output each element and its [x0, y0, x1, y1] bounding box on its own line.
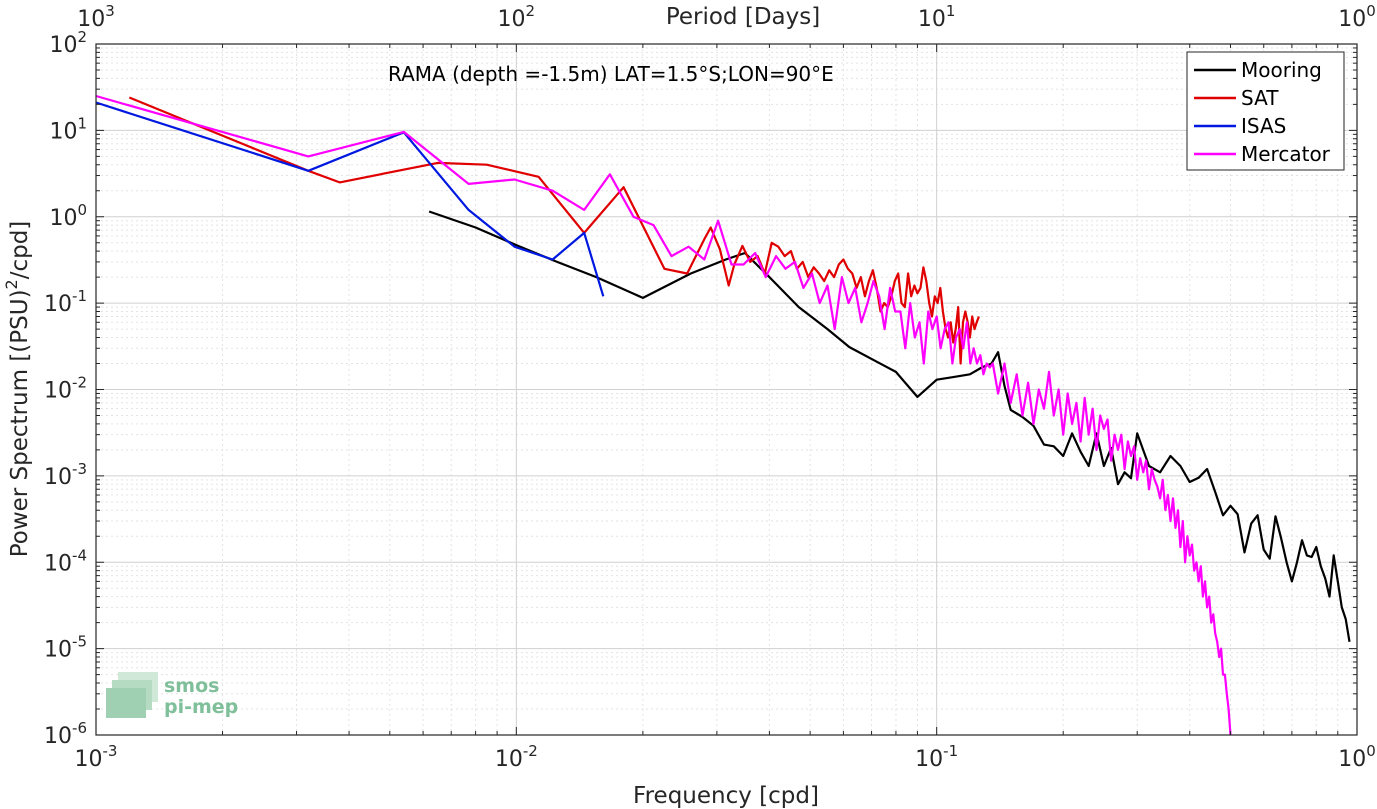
- x-tick-label: 10-2: [495, 742, 538, 772]
- legend: Mooring SAT ISAS Mercator: [1186, 51, 1345, 171]
- series-line-isas: [95, 101, 605, 297]
- top-tick-label-exponent: 3: [105, 2, 115, 20]
- y-tick-label-exponent: -6: [72, 719, 87, 737]
- top-tick-label-base: 10: [1338, 7, 1366, 32]
- y-tick-label-exponent: -3: [72, 460, 87, 478]
- y-tick-label-base: 10: [49, 206, 77, 231]
- x-tick-label-exponent: -2: [523, 742, 538, 760]
- x-tick-label-exponent: -1: [943, 742, 958, 760]
- major-grid: [95, 43, 1358, 736]
- top-tick-label-exponent: 0: [1366, 2, 1376, 20]
- top-tick-label-exponent: 1: [946, 2, 956, 20]
- y-tick-label: 10-4: [44, 546, 87, 576]
- logo-line1: smos: [164, 675, 219, 697]
- y-tick-label-base: 10: [44, 551, 72, 576]
- x-tick-label: 10-3: [75, 742, 118, 772]
- x-tick-label-base: 10: [495, 747, 523, 772]
- chart-annotation: RAMA (depth =-1.5m) LAT=1.5°S;LON=90°E: [388, 62, 834, 86]
- top-tick-label: 102: [498, 2, 536, 32]
- y-tick-label: 100: [49, 201, 87, 231]
- smos-logo-icon: [106, 672, 158, 718]
- logo-line2: pi-mep: [164, 696, 238, 718]
- x-tick-label-base: 10: [75, 747, 103, 772]
- y-tick-label-exponent: 1: [77, 114, 87, 132]
- y-tick-label-exponent: -1: [72, 287, 87, 305]
- smos-logo: smos pi-mep: [106, 672, 238, 718]
- top-tick-label: 103: [77, 2, 115, 32]
- series-line-mercator: [95, 94, 1232, 736]
- y-tick-label-exponent: 0: [77, 201, 87, 219]
- x-axis-label: Frequency [cpd]: [633, 783, 819, 809]
- top-tick-label-base: 10: [77, 7, 105, 32]
- legend-label-mercator: Mercator: [1241, 142, 1331, 166]
- y-tick-label-base: 10: [44, 292, 72, 317]
- x-tick-label-exponent: -3: [103, 742, 118, 760]
- legend-label-isas: ISAS: [1241, 114, 1286, 138]
- x-tick-label-exponent: 0: [1366, 742, 1376, 760]
- x-tick-label-base: 10: [1338, 747, 1366, 772]
- y-label-main: Power Spectrum [(PSU): [7, 289, 33, 557]
- y-axis-label: Power Spectrum [(PSU)2/cpd]: [2, 221, 33, 558]
- y-tick-label: 10-1: [44, 287, 87, 317]
- series-lines: [95, 94, 1351, 736]
- y-label-exponent: 2: [2, 279, 21, 289]
- y-tick-label-base: 10: [49, 119, 77, 144]
- y-tick-label: 10-5: [44, 633, 87, 663]
- y-tick-label: 102: [49, 28, 87, 58]
- y-tick-label-base: 10: [44, 379, 72, 404]
- top-axis-label: Period [Days]: [666, 4, 820, 30]
- y-tick-label: 10-6: [44, 719, 87, 749]
- x-tick-label: 100: [1338, 742, 1376, 772]
- y-tick-label: 10-3: [44, 460, 87, 490]
- y-tick-label-base: 10: [49, 33, 77, 58]
- y-tick-label: 101: [49, 114, 87, 144]
- legend-box: [1186, 51, 1345, 171]
- y-tick-label-exponent: -2: [72, 374, 87, 392]
- top-tick-label-exponent: 2: [526, 2, 536, 20]
- y-tick-label-exponent: -5: [72, 633, 87, 651]
- y-tick-label-base: 10: [44, 724, 72, 749]
- y-tick-label-exponent: -4: [72, 546, 87, 564]
- top-tick-label: 101: [918, 2, 956, 32]
- y-tick-label-base: 10: [44, 638, 72, 663]
- x-tick-label-base: 10: [915, 747, 943, 772]
- top-tick-label-base: 10: [498, 7, 526, 32]
- top-tick-label-base: 10: [918, 7, 946, 32]
- y-tick-label-base: 10: [44, 465, 72, 490]
- y-tick-label: 10-2: [44, 374, 87, 404]
- series-line-mooring: [428, 210, 1351, 642]
- legend-label-sat: SAT: [1241, 86, 1279, 110]
- top-tick-label: 100: [1338, 2, 1376, 32]
- tick-marks: [95, 44, 1357, 736]
- y-label-rest: /cpd]: [7, 221, 33, 280]
- legend-label-mooring: Mooring: [1241, 58, 1322, 82]
- x-tick-label: 10-1: [915, 742, 958, 772]
- y-tick-label-exponent: 2: [77, 28, 87, 46]
